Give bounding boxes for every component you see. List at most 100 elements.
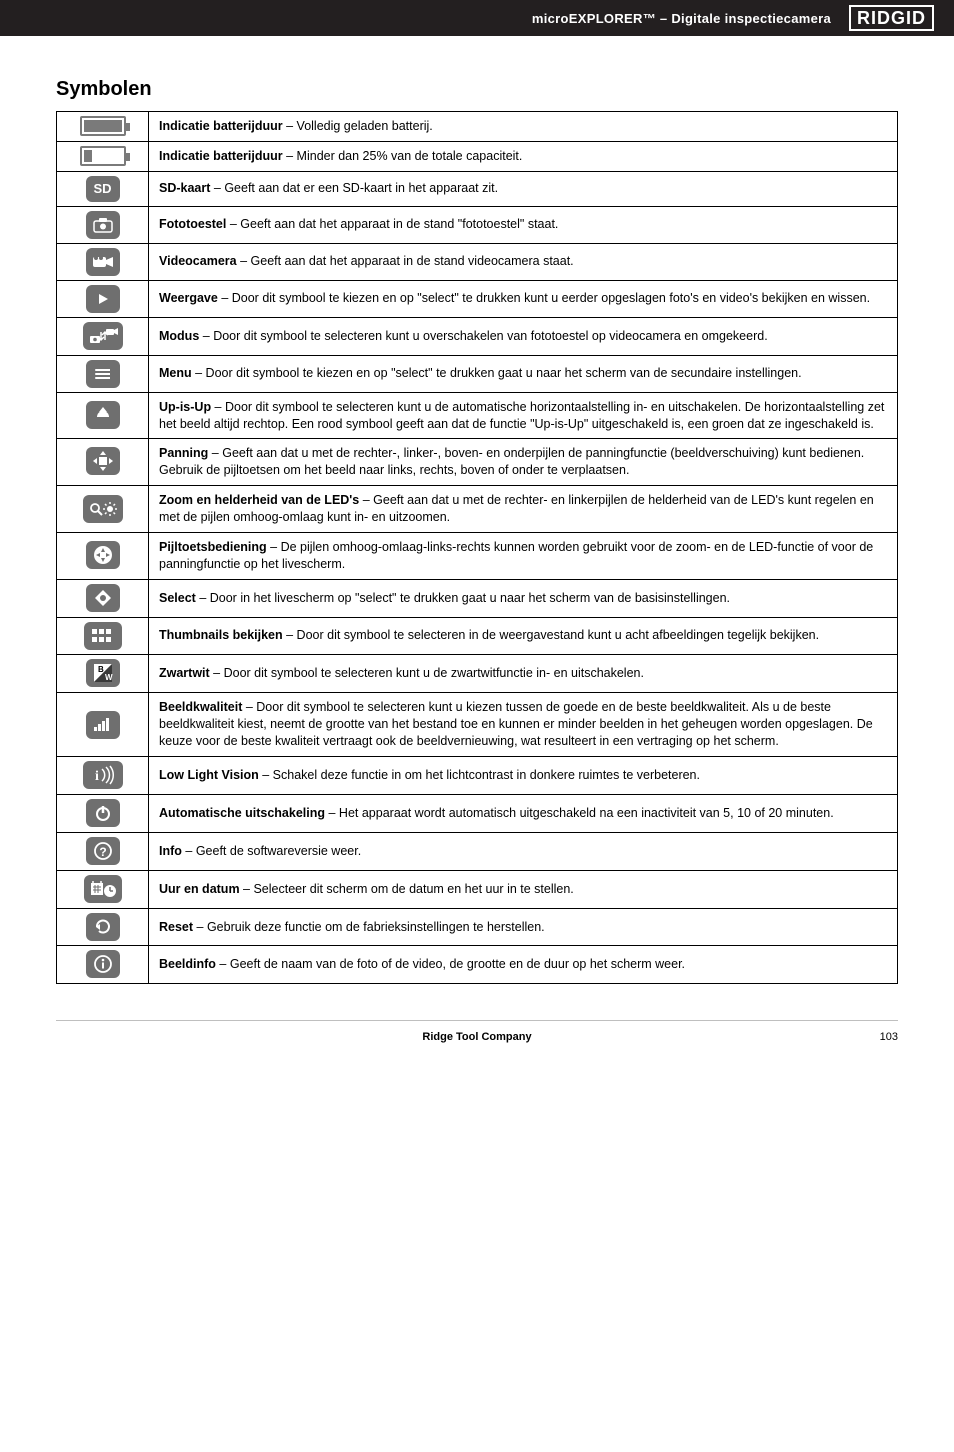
sep: – <box>216 957 230 971</box>
camera-icon <box>86 211 120 239</box>
sep: – <box>240 882 254 896</box>
sep: – <box>218 291 232 305</box>
table-row: Menu – Door dit symbool te kiezen en op … <box>57 355 898 392</box>
term: Beeldkwaliteit <box>159 700 242 714</box>
table-row: Pijltoetsbediening – De pijlen omhoog-om… <box>57 532 898 579</box>
sep: – <box>259 768 273 782</box>
table-row: BW Zwartwit – Door dit symbool te select… <box>57 654 898 693</box>
term: Beeldinfo <box>159 957 216 971</box>
panning-icon <box>86 447 120 475</box>
term: SD-kaart <box>159 181 210 195</box>
sep: – <box>192 366 206 380</box>
table-row: Panning – Geeft aan dat u met de rechter… <box>57 439 898 486</box>
sep: – <box>193 920 207 934</box>
desc-text: Minder dan 25% van de totale capaciteit. <box>297 149 523 163</box>
desc-text: Geeft aan dat het apparaat in de stand "… <box>240 217 558 231</box>
desc-text: Het apparaat wordt automatisch uitgescha… <box>339 806 834 820</box>
table-row: Reset – Gebruik deze functie om de fabri… <box>57 908 898 946</box>
sep: – <box>237 254 251 268</box>
table-row: Indicatie batterijduur – Minder dan 25% … <box>57 141 898 171</box>
desc-text: Door dit symbool te kiezen en op "select… <box>232 291 870 305</box>
black-white-icon: BW <box>86 659 120 687</box>
sep: – <box>325 806 339 820</box>
svg-text:B: B <box>98 665 104 674</box>
sep: – <box>182 844 196 858</box>
term: Weergave <box>159 291 218 305</box>
low-light-icon: i <box>83 761 123 789</box>
section-title: Symbolen <box>56 78 898 101</box>
table-row: Indicatie batterijduur – Volledig gelade… <box>57 112 898 142</box>
product-title: microEXPLORER™ – Digitale inspectiecamer… <box>532 11 831 26</box>
svg-text:?: ? <box>99 845 106 859</box>
top-bar: microEXPLORER™ – Digitale inspectiecamer… <box>0 0 954 36</box>
page-footer: Ridge Tool Company 103 <box>56 1020 898 1073</box>
desc-text: Geeft de softwareversie weer. <box>196 844 361 858</box>
desc-text: Geeft de naam van de foto of de video, d… <box>230 957 685 971</box>
reset-icon <box>86 913 120 941</box>
table-row: Up-is-Up – Door dit symbool te selectere… <box>57 392 898 439</box>
sep: – <box>210 666 224 680</box>
term: Panning <box>159 446 208 460</box>
desc-text: Door dit symbool te selecteren kunt u de… <box>224 666 644 680</box>
image-quality-icon <box>86 711 120 739</box>
term: Info <box>159 844 182 858</box>
sep: – <box>199 329 213 343</box>
arrow-pad-icon <box>86 541 120 569</box>
svg-text:i: i <box>95 769 99 784</box>
footer-page-number: 103 <box>880 1031 898 1043</box>
term: Low Light Vision <box>159 768 259 782</box>
table-row: Beeldkwaliteit – Door dit symbool te sel… <box>57 693 898 757</box>
desc-text: Door dit symbool te selecteren kunt u de… <box>159 400 884 431</box>
term: Zwartwit <box>159 666 210 680</box>
sep: – <box>196 591 210 605</box>
table-row: ? Info – Geeft de softwareversie weer. <box>57 832 898 870</box>
table-row: Select – Door in het livescherm op "sele… <box>57 579 898 617</box>
sep: – <box>210 181 224 195</box>
select-icon <box>86 584 120 612</box>
table-row: Zoom en helderheid van de LED's – Geeft … <box>57 486 898 533</box>
term: Indicatie batterijduur <box>159 119 283 133</box>
thumbnails-icon <box>84 622 122 650</box>
mode-switch-icon <box>83 322 123 350</box>
table-row: Videocamera – Geeft aan dat het apparaat… <box>57 243 898 280</box>
menu-icon <box>86 360 120 388</box>
table-row: Beeldinfo – Geeft de naam van de foto of… <box>57 946 898 984</box>
videocamera-icon <box>86 248 120 276</box>
term: Videocamera <box>159 254 237 268</box>
term: Pijltoetsbediening <box>159 540 267 554</box>
battery-low-icon <box>80 146 126 166</box>
desc-text: Door dit symbool te selecteren in de wee… <box>297 628 820 642</box>
desc-text: Door in het livescherm op "select" te dr… <box>210 591 730 605</box>
desc-text: Geeft aan dat u met de rechter-, linker-… <box>159 446 864 477</box>
sep: – <box>211 400 225 414</box>
desc-text: Selecteer dit scherm om de datum en het … <box>253 882 573 896</box>
desc-text: Gebruik deze functie om de fabrieksinste… <box>207 920 545 934</box>
desc-text: Door dit symbool te selecteren kunt u ov… <box>213 329 767 343</box>
sep: – <box>283 149 297 163</box>
battery-full-icon <box>80 116 126 136</box>
term: Thumbnails bekijken <box>159 628 283 642</box>
term: Up-is-Up <box>159 400 211 414</box>
info-version-icon: ? <box>86 837 120 865</box>
desc-text: Schakel deze functie in om het lichtcont… <box>273 768 700 782</box>
term: Uur en datum <box>159 882 240 896</box>
sep: – <box>267 540 281 554</box>
footer-company: Ridge Tool Company <box>422 1031 531 1043</box>
desc-text: Geeft aan dat er een SD-kaart in het app… <box>224 181 498 195</box>
term: Indicatie batterijduur <box>159 149 283 163</box>
desc-text: Door dit symbool te selecteren kunt u ki… <box>159 700 873 748</box>
auto-off-icon <box>86 799 120 827</box>
sep: – <box>359 493 373 507</box>
image-info-icon <box>86 950 120 978</box>
sep: – <box>226 217 240 231</box>
term: Modus <box>159 329 199 343</box>
term: Reset <box>159 920 193 934</box>
sd-card-icon: SD <box>86 176 120 202</box>
sep: – <box>208 446 222 460</box>
term: Menu <box>159 366 192 380</box>
play-icon <box>86 285 120 313</box>
table-row: Uur en datum – Selecteer dit scherm om d… <box>57 870 898 908</box>
sep: – <box>283 628 297 642</box>
up-is-up-icon <box>86 401 120 429</box>
table-row: i Low Light Vision – Schakel deze functi… <box>57 757 898 795</box>
